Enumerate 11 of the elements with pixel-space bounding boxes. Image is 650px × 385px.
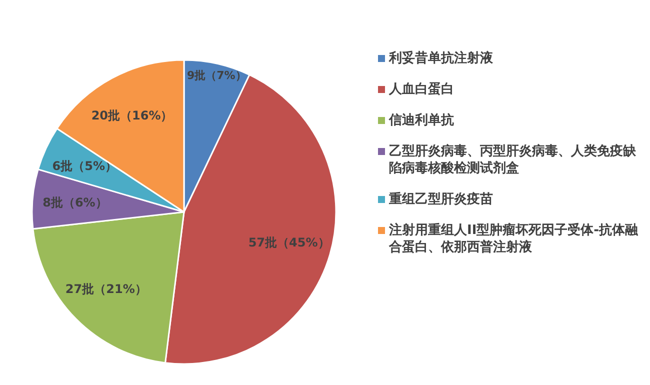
legend-label: 乙型肝炎病毒、丙型肝炎病毒、人类免疫缺陷病毒核酸检测试剂盒 [389, 143, 637, 177]
data-label: 20批（16%） [91, 108, 173, 123]
legend-label: 信迪利单抗 [389, 112, 454, 129]
legend-label: 人血白蛋白 [389, 81, 454, 98]
legend-label: 重组乙型肝炎疫苗 [389, 191, 493, 208]
data-label: 9批（7%） [187, 69, 246, 82]
data-label: 57批（45%） [248, 236, 330, 250]
legend-label: 注射用重组人II型肿瘤坏死因子受体-抗体融合蛋白、依那西普注射液 [389, 222, 640, 256]
legend-label: 利妥昔单抗注射液 [389, 50, 493, 67]
data-label: 27批（21%） [65, 282, 147, 296]
data-label: 8批（6%） [42, 196, 108, 210]
